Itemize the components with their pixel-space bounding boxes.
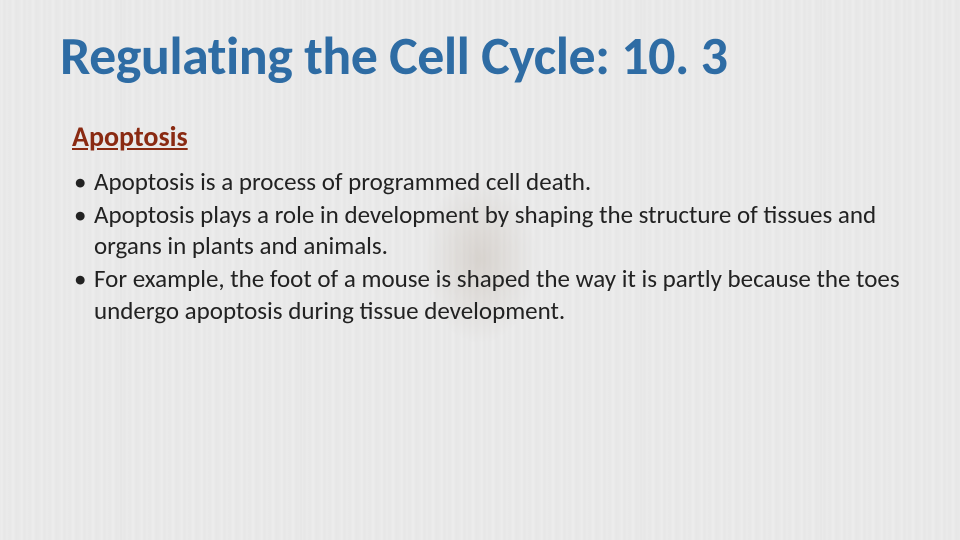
bullet-item: For example, the foot of a mouse is shap… (72, 263, 900, 326)
bullet-item: Apoptosis plays a role in development by… (72, 199, 900, 262)
bullet-list: Apoptosis is a process of programmed cel… (72, 166, 900, 326)
slide-subheading: Apoptosis (72, 119, 900, 154)
bullet-item: Apoptosis is a process of programmed cel… (72, 166, 900, 197)
slide-content: Regulating the Cell Cycle: 10. 3 Apoptos… (0, 0, 960, 540)
slide-title: Regulating the Cell Cycle: 10. 3 (60, 28, 900, 85)
